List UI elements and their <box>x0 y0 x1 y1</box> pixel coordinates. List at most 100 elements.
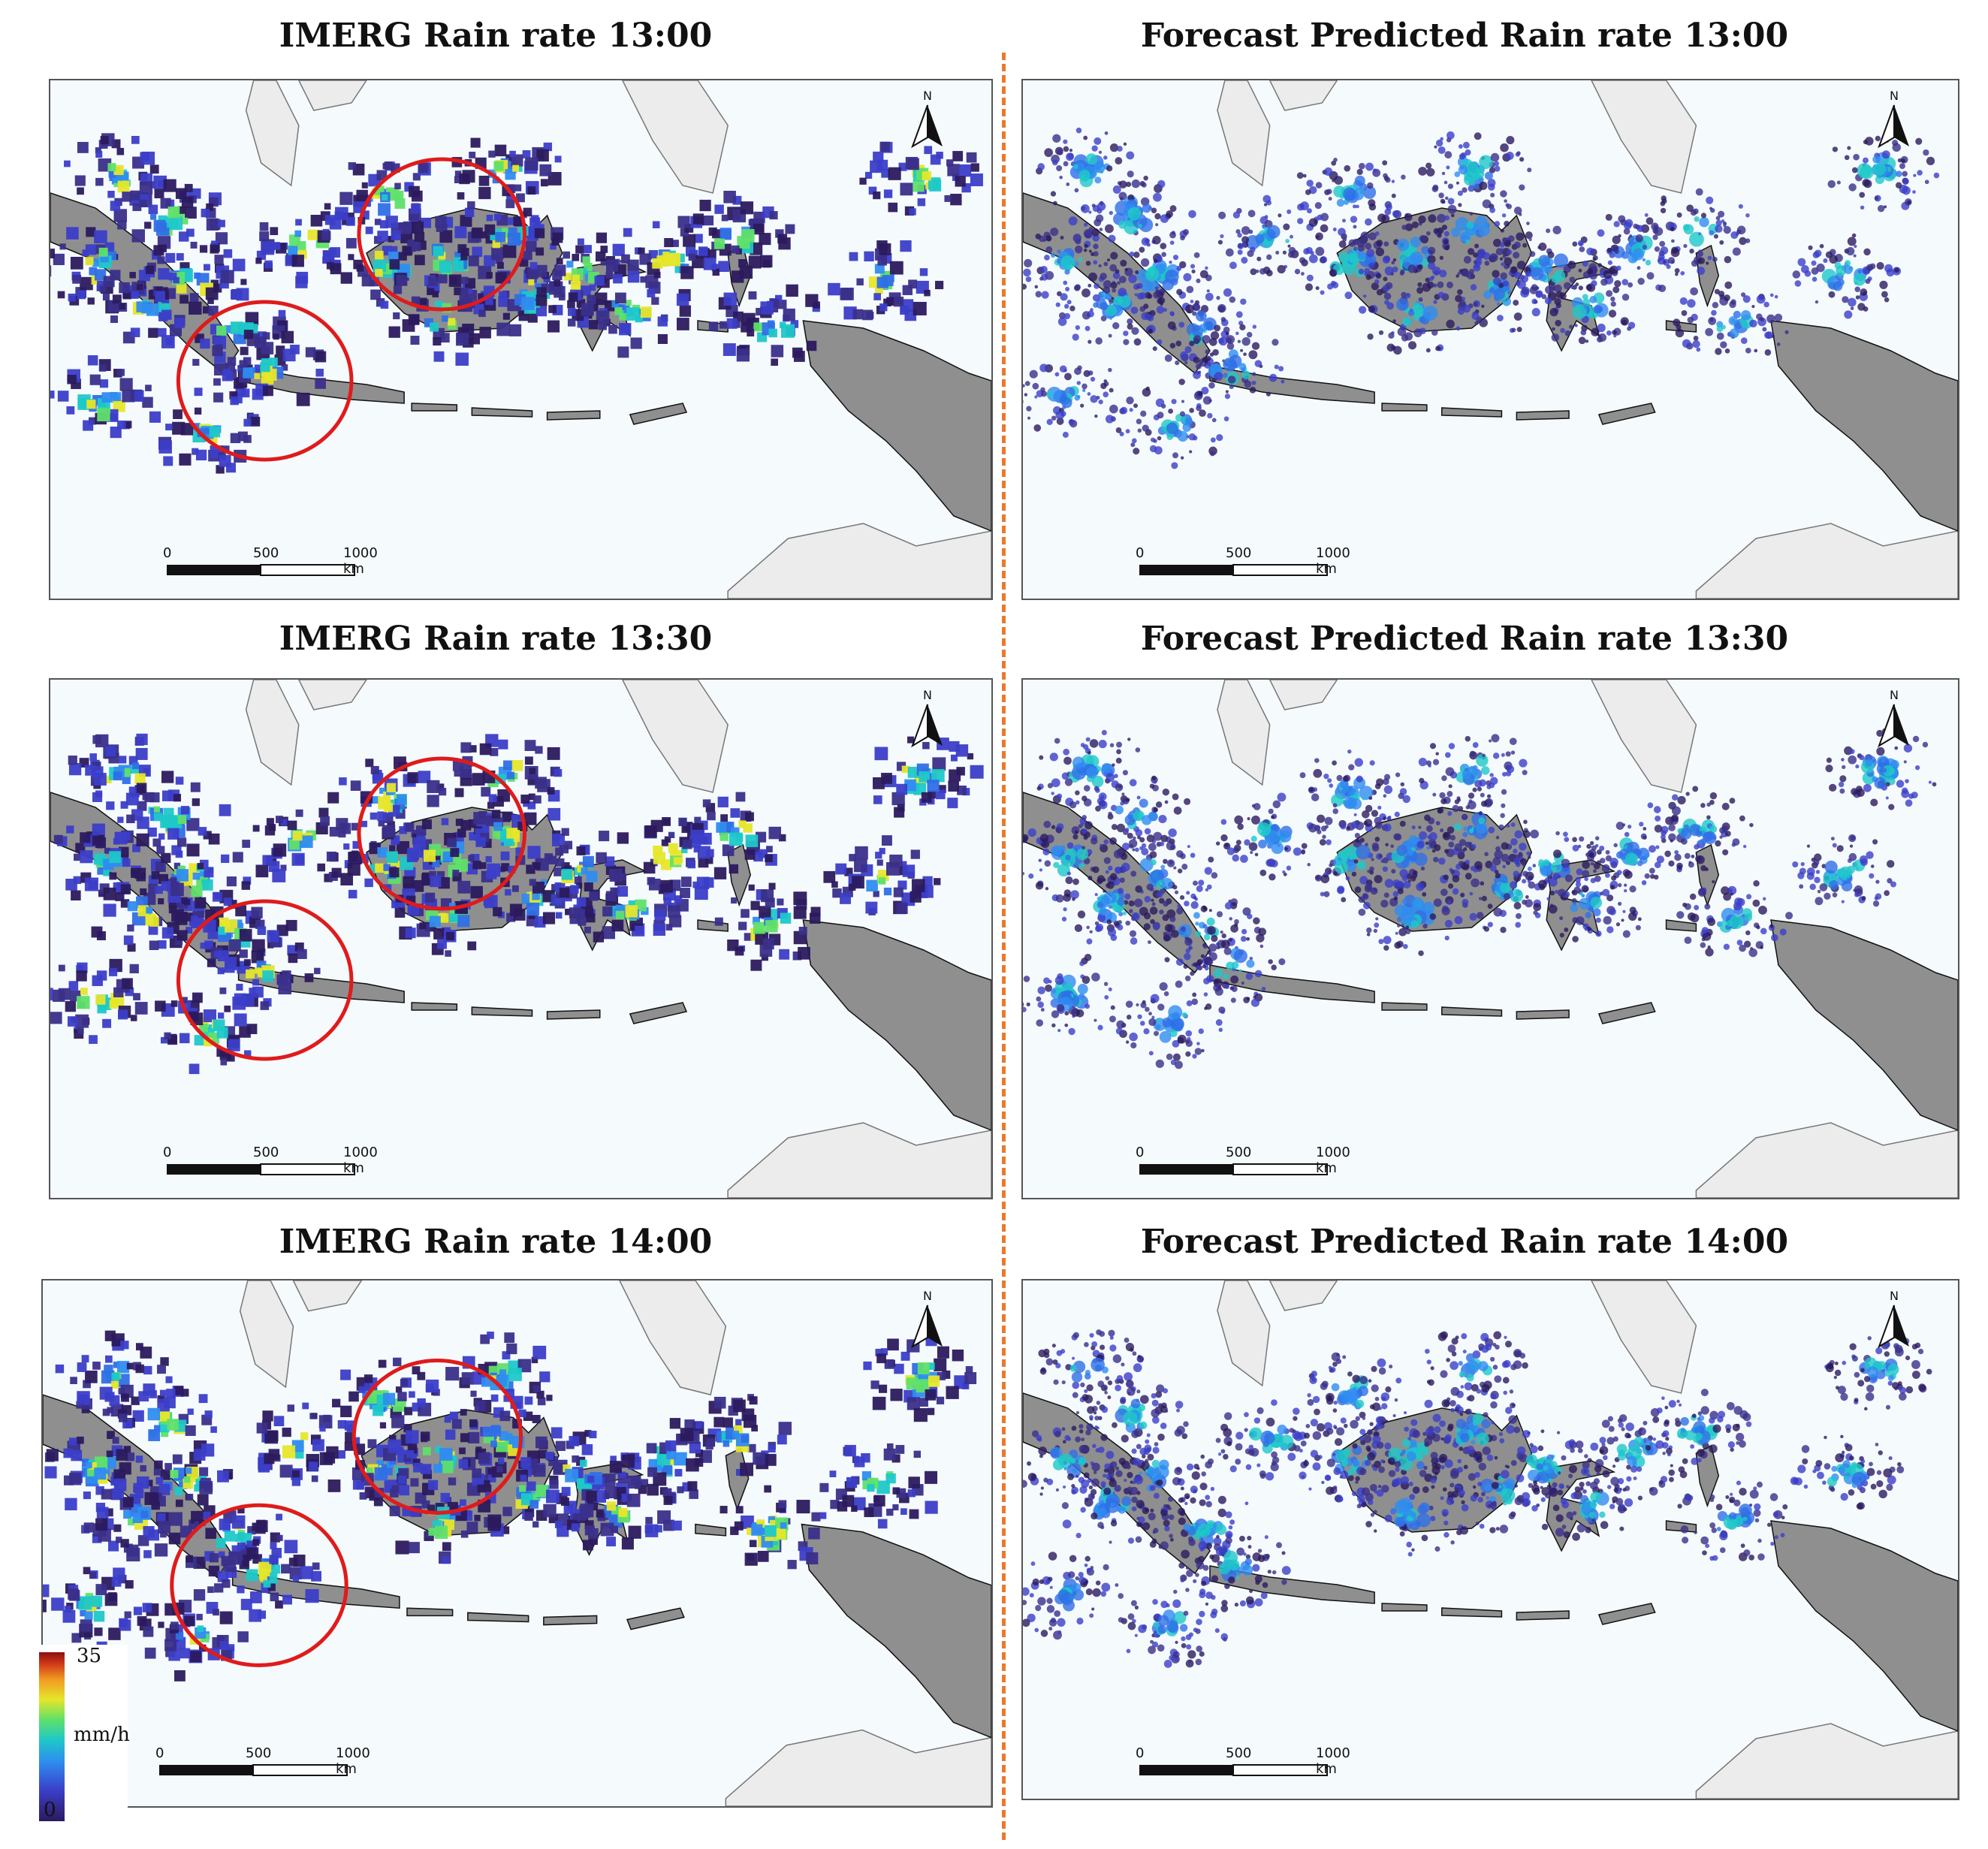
panel-title-imerg-1400: IMERG Rain rate 14:00 <box>279 1223 713 1261</box>
neighbor-landmass <box>1695 523 1958 599</box>
map-forecast-1400: N 0 500 1000 km <box>1021 1279 1959 1800</box>
scalebar: 0 500 1000 km <box>1136 1142 1361 1187</box>
neighbor-landmass <box>727 1122 991 1198</box>
indonesia-landmass <box>1441 407 1503 418</box>
indonesia-landmass <box>406 1607 454 1617</box>
indonesia-landmass <box>801 1523 991 1739</box>
map-canvas <box>1023 680 1958 1198</box>
legend-unit-label: mm/h <box>74 1724 130 1746</box>
scalebar-label: 0 <box>163 1145 172 1160</box>
indonesia-landmass <box>471 1006 533 1017</box>
indonesia-landmass <box>1597 1002 1656 1024</box>
indonesia-landmass <box>1209 365 1375 404</box>
neighbor-landmass <box>245 80 300 187</box>
scalebar-label: 0 <box>155 1745 164 1761</box>
north-arrow-icon: N <box>905 86 950 154</box>
scalebar-label: 1000 km <box>1316 1745 1350 1777</box>
rain-rate-field <box>1023 728 1937 1069</box>
indonesia-landmass <box>546 1009 601 1020</box>
indonesia-landmass <box>1770 1520 1958 1732</box>
map-imerg-1300: N 0 500 1000 km <box>49 79 993 600</box>
colorbar-legend: 35 mm/h 0 <box>30 1645 130 1829</box>
highlight-circle-borneo <box>351 1358 523 1515</box>
map-imerg-1330: N 0 500 1000 km <box>49 678 993 1199</box>
indonesia-landmass <box>1597 403 1656 425</box>
neighbor-landmass <box>1591 80 1697 194</box>
indonesia-landmass <box>411 403 458 412</box>
indonesia-landmass <box>471 407 533 418</box>
indonesia-landmass <box>802 320 991 532</box>
rain-rate-field <box>1023 127 1940 469</box>
panel-title-forecast-1300: Forecast Predicted Rain rate 13:00 <box>1140 17 1789 55</box>
neighbor-landmass <box>725 1729 991 1806</box>
neighbor-landmass <box>297 680 367 710</box>
svg-text:N: N <box>923 688 932 702</box>
neighbor-landmass <box>239 1280 294 1389</box>
scalebar: 0 500 1000 km <box>1136 542 1361 587</box>
map-forecast-1330: N 0 500 1000 km <box>1021 678 1959 1199</box>
scalebar: 0 500 1000 km <box>1136 1742 1361 1787</box>
indonesia-landmass <box>1381 1002 1428 1011</box>
panel-title-forecast-1330: Forecast Predicted Rain rate 13:30 <box>1140 620 1789 658</box>
neighbor-landmass <box>621 80 729 194</box>
neighbor-landmass <box>292 1280 363 1312</box>
scalebar-label: 1000 km <box>336 1745 370 1777</box>
indonesia-landmass <box>727 843 752 907</box>
neighbor-landmass <box>1269 680 1338 710</box>
map-canvas <box>43 1280 991 1806</box>
neighbor-landmass <box>245 680 300 786</box>
neighbor-landmass <box>1269 1280 1338 1311</box>
rain-rate-field <box>43 1330 977 1682</box>
scalebar: 0 500 1000 km <box>155 1742 381 1787</box>
panel-title-forecast-1400: Forecast Predicted Rain rate 14:00 <box>1140 1223 1789 1261</box>
indonesia-landmass <box>802 919 991 1131</box>
panel-title-imerg-1330: IMERG Rain rate 13:30 <box>279 620 713 658</box>
legend-min-label: 0 <box>44 1799 56 1821</box>
indonesia-landmass <box>1381 1603 1428 1612</box>
legend-max-label: 35 <box>77 1645 102 1667</box>
rain-rate-field <box>50 133 983 474</box>
indonesia-landmass <box>411 1002 458 1011</box>
highlight-circle-java <box>176 300 354 462</box>
map-canvas <box>1023 80 1958 599</box>
rain-rate-field <box>50 733 984 1075</box>
north-arrow-icon: N <box>1872 1286 1917 1354</box>
scalebar: 0 500 1000 km <box>163 542 388 587</box>
scalebar-label: 0 <box>1136 545 1145 561</box>
indonesia-landmass <box>543 1615 598 1626</box>
indonesia-landmass <box>629 1002 688 1024</box>
rain-rate-field <box>1023 1329 1932 1668</box>
indonesia-landmass <box>626 1607 685 1630</box>
neighbor-landmass <box>727 523 991 599</box>
neighbor-landmass <box>621 680 729 793</box>
scalebar-label: 0 <box>1136 1145 1145 1160</box>
highlight-circle-borneo <box>357 756 527 911</box>
neighbor-landmass <box>1591 680 1697 793</box>
indonesia-landmass <box>1770 320 1958 532</box>
map-canvas <box>1023 1280 1958 1799</box>
neighbor-landmass <box>1695 1723 1958 1799</box>
map-canvas <box>50 680 991 1198</box>
neighbor-landmass <box>297 80 367 111</box>
panel-title-imerg-1300: IMERG Rain rate 13:00 <box>279 17 713 55</box>
scalebar: 0 500 1000 km <box>163 1142 388 1187</box>
highlight-circle-borneo <box>357 157 527 312</box>
indonesia-landmass <box>1441 1006 1503 1017</box>
svg-text:N: N <box>1890 89 1899 103</box>
scalebar-label: 500 <box>1226 545 1252 561</box>
scalebar-label: 1000 km <box>1316 1145 1350 1176</box>
highlight-circle-java <box>170 1503 348 1667</box>
north-arrow-icon: N <box>1872 686 1917 753</box>
indonesia-landmass <box>1665 919 1697 932</box>
neighbor-landmass <box>619 1280 727 1396</box>
neighbor-landmass <box>1695 1122 1958 1198</box>
north-arrow-icon: N <box>905 1286 950 1354</box>
indonesia-landmass <box>1516 1009 1570 1020</box>
indonesia-landmass <box>1695 843 1720 907</box>
indonesia-landmass <box>1381 403 1428 412</box>
scalebar-label: 1000 km <box>343 1145 378 1176</box>
neighbor-landmass <box>1269 80 1338 111</box>
scalebar-label: 1000 km <box>343 545 378 577</box>
indonesia-landmass <box>697 919 729 932</box>
neighbor-landmass <box>1591 1280 1697 1394</box>
